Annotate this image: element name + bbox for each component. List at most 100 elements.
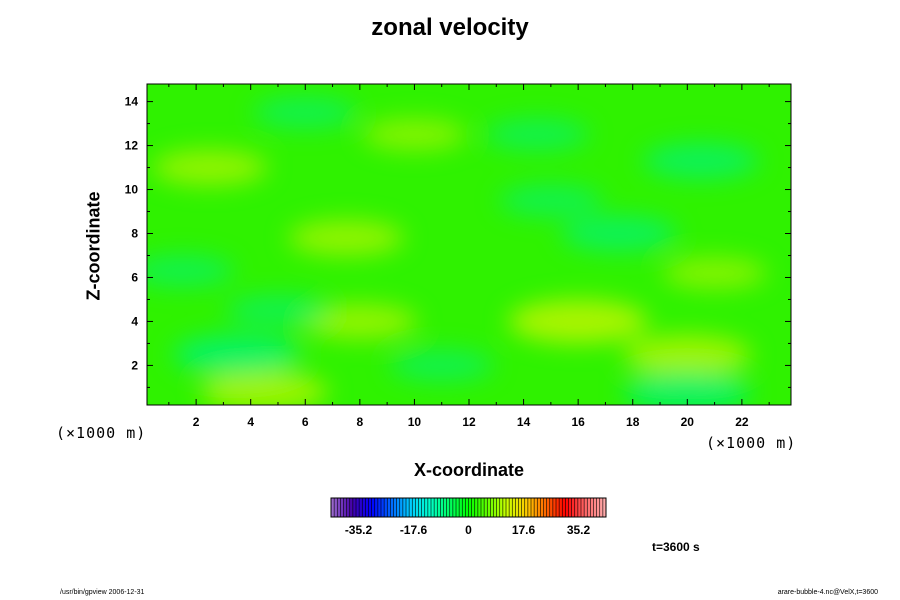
chart-title: zonal velocity <box>371 14 529 41</box>
colorbar-cell <box>493 498 497 517</box>
colorbar-cell <box>359 498 363 517</box>
colorbar-cell <box>412 498 416 517</box>
colorbar-cell <box>593 498 597 517</box>
colorbar-cell <box>343 498 347 517</box>
colorbar-cell <box>468 498 472 517</box>
colorbar-cell <box>587 498 591 517</box>
colorbar-cell <box>334 498 338 517</box>
x-axis-label: X-coordinate <box>413 460 524 480</box>
colorbar-cell <box>596 498 601 517</box>
colorbar-cell <box>449 498 454 517</box>
y-tick-label: 12 <box>125 139 139 153</box>
colorbar-cell <box>568 498 572 517</box>
heatmap-feature <box>642 142 759 179</box>
colorbar-cell <box>443 498 447 517</box>
y-tick-label: 2 <box>131 358 138 372</box>
x-tick-label: 12 <box>462 415 476 429</box>
heatmap-feature <box>151 149 268 186</box>
colorbar-cell <box>381 498 385 517</box>
heatmap-feature <box>662 257 767 290</box>
x-tick-label: 8 <box>357 415 364 429</box>
colorbar-cell <box>565 498 569 517</box>
heatmap-feature <box>288 219 405 256</box>
heatmap-feature <box>485 118 590 151</box>
colorbar-cell <box>456 498 460 517</box>
colorbar-cell <box>602 498 607 517</box>
colorbar-cell <box>490 498 494 517</box>
colorbar-cell <box>581 498 585 517</box>
colorbar-cell <box>331 498 335 517</box>
colorbar-cell <box>543 498 547 517</box>
heatmap-feature <box>225 294 330 327</box>
colorbar-cell <box>340 498 344 517</box>
colorbar-cell <box>431 498 435 517</box>
colorbar-cell <box>393 498 397 517</box>
colorbar-cell <box>377 498 382 517</box>
colorbar-cell <box>531 498 535 517</box>
colorbar-cell <box>446 498 451 517</box>
colorbar-cell <box>371 498 376 517</box>
colorbar-cell <box>465 498 469 517</box>
colorbar-cell <box>590 498 594 517</box>
colorbar-cell <box>477 498 482 517</box>
colorbar-cell <box>374 498 379 517</box>
heatmap-feature <box>147 254 235 287</box>
colorbar-cell <box>499 498 504 517</box>
heatmap-feature <box>200 371 329 405</box>
x-unit-label-right: (×1000 m) <box>706 434 797 452</box>
colorbar-cell <box>537 498 541 517</box>
colorbar-cell <box>452 498 457 517</box>
time-stamp: t=3600 s <box>652 540 700 554</box>
heatmap-feature <box>173 334 302 375</box>
colorbar-cell <box>346 498 351 517</box>
colorbar-cell <box>427 498 432 517</box>
colorbar-cell <box>402 498 407 517</box>
heatmap-feature <box>623 371 752 405</box>
colorbar-cell <box>584 498 588 517</box>
colorbar-cell <box>496 498 501 517</box>
colorbar-cell <box>384 498 388 517</box>
colorbar-cell <box>562 498 566 517</box>
colorbar-cell <box>487 498 491 517</box>
colorbar-cell <box>337 498 341 517</box>
colorbar-cell <box>387 498 391 517</box>
colorbar-cell <box>512 498 516 517</box>
colorbar-cell <box>506 498 510 517</box>
colorbar-cell <box>440 498 444 517</box>
colorbar-cell <box>577 498 582 517</box>
colorbar-cell <box>559 498 563 517</box>
heatmap-feature <box>561 215 678 252</box>
x-tick-label: 10 <box>408 415 422 429</box>
y-tick-label: 14 <box>125 95 139 109</box>
heatmap-feature <box>253 96 358 129</box>
colorbar-cell <box>434 498 438 517</box>
colorbar-cell <box>527 498 532 517</box>
colorbar-cell <box>524 498 529 517</box>
colorbar-cell <box>474 498 479 517</box>
colorbar-cell <box>552 498 557 517</box>
x-tick-label: 14 <box>517 415 531 429</box>
colorbar-cell <box>599 498 604 517</box>
x-tick-label: 2 <box>193 415 200 429</box>
x-tick-label: 4 <box>247 415 254 429</box>
colorbar-cell <box>502 498 507 517</box>
footer-source: arare-bubble-4.nc@VelX,t=3600 <box>777 589 878 596</box>
y-tick-label: 8 <box>131 227 138 241</box>
colorbar-cell <box>481 498 485 517</box>
colorbar-cell <box>534 498 538 517</box>
x-tick-label: 6 <box>302 415 309 429</box>
colorbar-cell <box>515 498 519 517</box>
colorbar-cell <box>462 498 466 517</box>
colorbar-cell <box>556 498 560 517</box>
colorbar-cell <box>424 498 429 517</box>
colorbar-cell <box>368 498 372 517</box>
heatmap-feature <box>623 334 752 375</box>
colorbar-cell <box>459 498 463 517</box>
heatmap-feature <box>389 349 494 382</box>
heatmap-feature <box>498 184 603 217</box>
footer-command: /usr/bin/gpview 2006-12-31 <box>60 589 145 596</box>
colorbar-cell <box>409 498 413 517</box>
y-tick-label: 4 <box>131 314 138 328</box>
colorbar-tick-label: -17.6 <box>400 523 428 537</box>
